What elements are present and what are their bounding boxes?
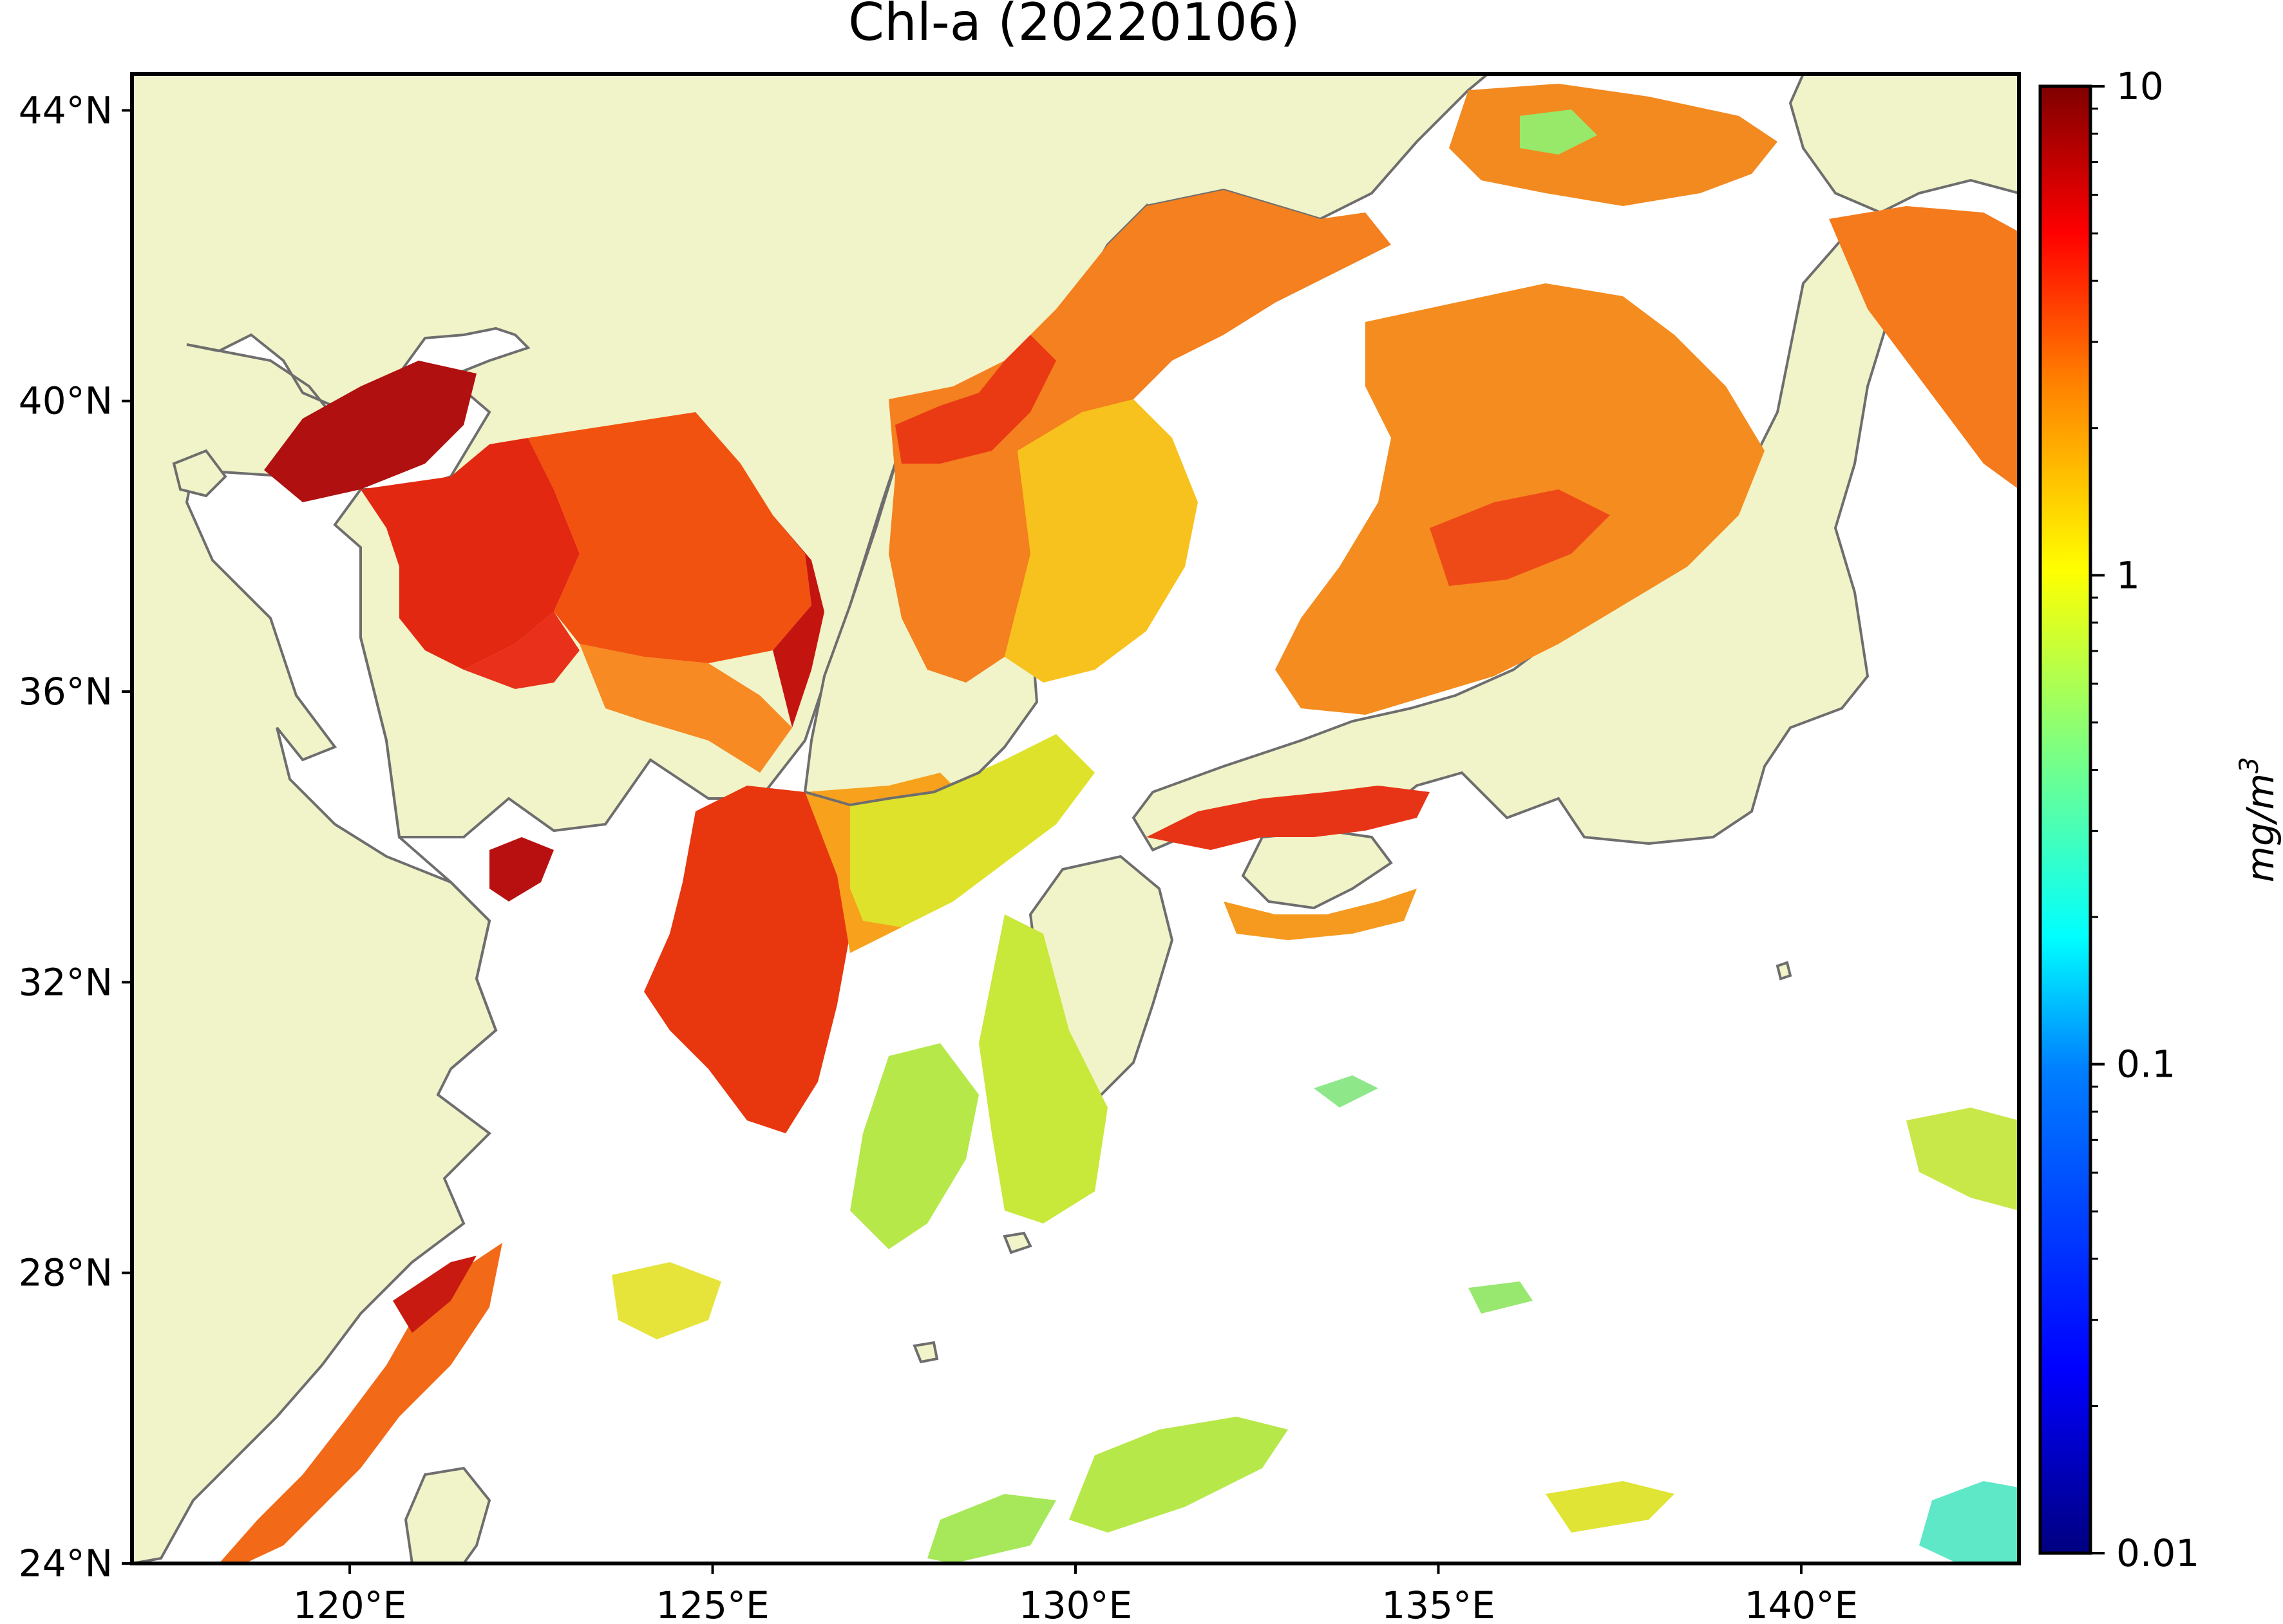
colorbar-tick-label: 1 <box>2116 553 2140 597</box>
yangtze-mouth-red-patch <box>489 837 554 902</box>
colorbar-tick-label: 10 <box>2116 64 2164 108</box>
colorbar-unit-exponent: 3 <box>2235 757 2264 773</box>
shandong-coast-islands <box>172 449 227 498</box>
japan-sea-east-red-streaks <box>1430 489 1610 586</box>
pacific-southeast-cyan-patch <box>1919 1481 2019 1563</box>
colorbar-tick-label: 0.1 <box>2116 1043 2175 1086</box>
taiwan-island <box>404 1466 491 1563</box>
lat-tick-label: 36°N <box>19 670 113 713</box>
bohai-sea-patch <box>361 438 580 670</box>
taiwan-strait-red-patch <box>393 1256 477 1333</box>
pacific-mid-green-streak <box>1314 1075 1378 1108</box>
korea-west-coast-red-patch <box>773 515 824 728</box>
japan-sea-korea-coast-red-patch <box>895 335 1056 464</box>
pacific-northeast-orange-patch <box>1829 206 2019 489</box>
hokkaido-west-green-spots <box>1520 109 1597 155</box>
ryukyu-green-streak-1 <box>1069 1417 1288 1533</box>
east-china-sea-red-patch <box>644 786 850 1133</box>
izu-islet <box>1776 961 1792 981</box>
colorbar-tick-label: 0.01 <box>2116 1531 2199 1575</box>
ryukyu-islet-1 <box>1003 1231 1032 1254</box>
hokkaido-west-orange-patch <box>1449 84 1777 206</box>
lon-tick-label: 140°E <box>1745 1583 1858 1624</box>
map-panel <box>132 74 2019 1563</box>
colorbar-axis: 10 1 0.1 0.01 <box>2090 64 2199 1575</box>
lat-tick-label: 40°N <box>19 379 113 423</box>
colorbar-unit-label: mg/m3 <box>2235 757 2282 883</box>
pacific-southeast-green-patch <box>1906 1108 2019 1211</box>
lat-tick-label: 24°N <box>19 1542 113 1585</box>
bohai-high-chl-patch <box>264 361 477 502</box>
colorbar-frame <box>2038 84 2092 1555</box>
lon-tick-label: 130°E <box>1019 1583 1132 1624</box>
yellow-sea-west-coast-patch <box>399 612 580 689</box>
lon-tick-label: 135°E <box>1381 1583 1495 1624</box>
japan-sea-central-yellow-patch <box>1005 399 1198 683</box>
ryukyu-islet-2 <box>913 1341 939 1364</box>
okinawa-trough-yellow-patch <box>612 1262 721 1339</box>
korea-strait-yellow-patch <box>850 734 1095 927</box>
yellow-sea-central-patch <box>580 644 792 773</box>
seto-inland-sea-red-patch <box>1146 786 1430 850</box>
lat-tick-label: 44°N <box>19 88 113 132</box>
pacific-south-green-streak <box>1468 1281 1533 1314</box>
pacific-south-yellow-streak <box>1546 1481 1674 1533</box>
shikoku-south-orange-patch <box>1224 889 1417 940</box>
coastline-layer <box>359 637 1006 1070</box>
chlorophyll-layer <box>219 84 2019 1563</box>
colorbar-unit-base: mg/m <box>2239 773 2282 882</box>
korea-south-coastline <box>804 746 1006 807</box>
hokkaido-island <box>1788 74 2019 214</box>
ryukyu-green-streak-2 <box>927 1494 1056 1563</box>
taiwan-strait-orange-patch <box>219 1243 502 1563</box>
east-china-sea-south-green-patch <box>850 1043 979 1249</box>
china-east-coastline <box>359 637 498 1070</box>
yellow-sea-north-patch <box>528 412 811 663</box>
lon-tick-label: 125°E <box>656 1583 769 1624</box>
latitude-axis: 24°N 28°N 32°N 36°N 40°N 44°N <box>19 88 132 1585</box>
lon-tick-label: 120°E <box>293 1583 406 1624</box>
longitude-axis: 120°E 125°E 130°E 135°E 140°E <box>293 1563 1858 1624</box>
lat-tick-label: 28°N <box>19 1251 113 1295</box>
lat-tick-label: 32°N <box>19 960 113 1004</box>
colorbar-gradient <box>2040 86 2090 1553</box>
japan-sea-west-orange-patch <box>889 190 1391 683</box>
kyushu-west-yellow-green-patch <box>979 914 1108 1223</box>
map-title: Chl-a (20220106) <box>848 0 1300 52</box>
